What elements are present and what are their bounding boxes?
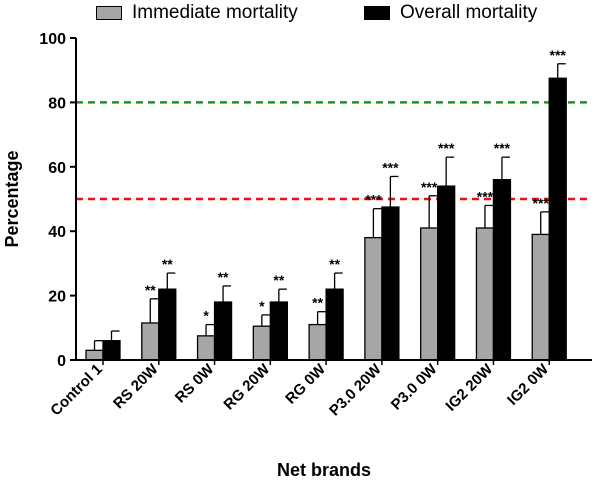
bar-overall-8 (548, 77, 567, 361)
x-tick-label: IG2 0W (504, 360, 553, 409)
bar-overall-4 (325, 288, 344, 361)
y-tick-label: 20 (48, 289, 66, 306)
bar-immediate-4 (308, 323, 327, 361)
x-axis-title: Net brands (277, 460, 371, 480)
significance-label: ** (162, 256, 173, 272)
x-tick-label: RG 20W (220, 360, 273, 413)
legend-item-overall: Overall mortality (364, 2, 537, 24)
x-tick-label: RG 0W (282, 360, 329, 407)
significance-label: * (259, 298, 265, 314)
x-tick-label: IG2 20W (442, 360, 496, 414)
significance-label: *** (365, 192, 382, 208)
significance-label: ** (145, 282, 156, 298)
bar-immediate-8 (531, 233, 550, 361)
significance-label: ** (312, 295, 323, 311)
significance-label: ** (329, 256, 340, 272)
x-tick-label: RS 0W (172, 360, 218, 406)
bar-overall-6 (437, 185, 456, 361)
legend: Immediate mortality Overall mortality (0, 2, 597, 26)
bar-overall-0 (102, 340, 121, 361)
bar-immediate-5 (364, 236, 383, 361)
significance-label: *** (438, 140, 455, 156)
legend-item-immediate: Immediate mortality (96, 2, 298, 24)
significance-label: *** (421, 179, 438, 195)
bar-overall-5 (381, 206, 400, 361)
significance-label: ** (273, 272, 284, 288)
x-tick-label: RS 20W (110, 360, 162, 412)
bar-overall-3 (269, 301, 288, 361)
bar-overall-7 (492, 179, 512, 361)
bar-overall-2 (213, 301, 233, 361)
y-tick-label: 0 (57, 353, 66, 370)
legend-label-immediate: Immediate mortality (132, 2, 298, 23)
y-tick-label: 80 (48, 95, 66, 112)
significance-label: *** (533, 195, 550, 211)
bar-immediate-0 (85, 349, 104, 361)
legend-label-overall: Overall mortality (400, 2, 538, 23)
y-axis-title: Percentage (2, 150, 22, 247)
bar-immediate-3 (252, 325, 271, 361)
y-tick-label: 40 (48, 224, 66, 241)
significance-label: *** (477, 188, 494, 204)
significance-label: *** (382, 159, 399, 175)
x-tick-label: P3.0 0W (388, 360, 441, 413)
x-tick-label: Control 1 (47, 361, 106, 420)
legend-swatch-immediate (96, 6, 122, 20)
x-tick-label: P3.0 20W (326, 360, 385, 419)
y-tick-label: 100 (39, 31, 66, 48)
legend-swatch-overall (364, 6, 390, 20)
bar-immediate-7 (475, 227, 495, 361)
significance-label: ** (218, 269, 229, 285)
y-tick-label: 60 (48, 160, 66, 177)
bar-immediate-2 (196, 335, 216, 361)
bar-overall-1 (158, 288, 177, 361)
significance-label: *** (550, 47, 567, 63)
significance-label: * (203, 308, 209, 324)
bar-immediate-6 (420, 227, 439, 361)
significance-label: *** (494, 140, 511, 156)
bar-immediate-1 (141, 322, 160, 361)
